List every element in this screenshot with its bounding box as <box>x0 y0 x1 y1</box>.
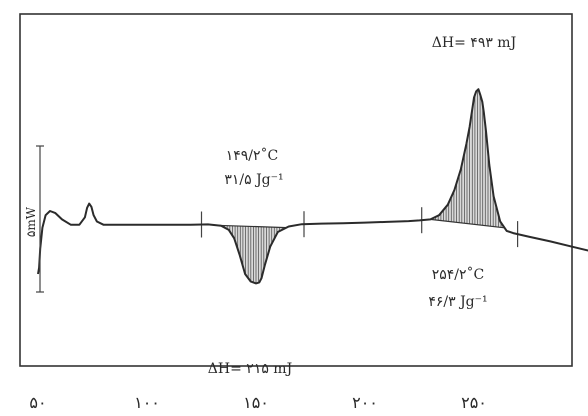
exotherm-shaded-area <box>430 89 505 228</box>
exotherm-peak-label: ۲۵۴/۲˚C <box>432 266 485 283</box>
dsc-curve <box>37 88 588 285</box>
exotherm-baseline <box>430 218 505 229</box>
annotations: ۱۴۹/۲˚C ۳۱/۵ Jg⁻¹ ΔH= ۲۱۵ mJ ΔH= ۴۹۳ mJ … <box>208 35 516 377</box>
scale-bar-label: ۵mW <box>24 206 38 237</box>
endotherm-enthalpy-label: ۳۱/۵ Jg⁻¹ <box>224 172 283 188</box>
peak-shading <box>216 89 505 284</box>
endotherm-delta-h-label: ΔH= ۲۱۵ mJ <box>208 361 292 377</box>
x-tick-label: ۱۵۰ <box>243 393 269 412</box>
endotherm-peak-label: ۱۴۹/۲˚C <box>226 147 279 164</box>
x-tick-label: ۱۰۰ <box>134 393 160 412</box>
x-tick-label: ۲۰۰ <box>352 393 378 412</box>
endotherm-baseline <box>216 224 287 229</box>
scale-bar: ۵mW <box>24 145 44 293</box>
exotherm-delta-h-label: ΔH= ۴۹۳ mJ <box>432 35 516 51</box>
x-axis-ticks: ۵۰ ۱۰۰ ۱۵۰ ۲۰۰ ۲۵۰ <box>29 393 486 412</box>
exotherm-enthalpy-label: ۴۶/۳ Jg⁻¹ <box>428 294 487 310</box>
peak-baselines <box>216 218 505 229</box>
plot-frame <box>19 13 573 367</box>
x-tick-label: ۵۰ <box>29 393 46 412</box>
x-tick-label: ۲۵۰ <box>461 393 487 412</box>
